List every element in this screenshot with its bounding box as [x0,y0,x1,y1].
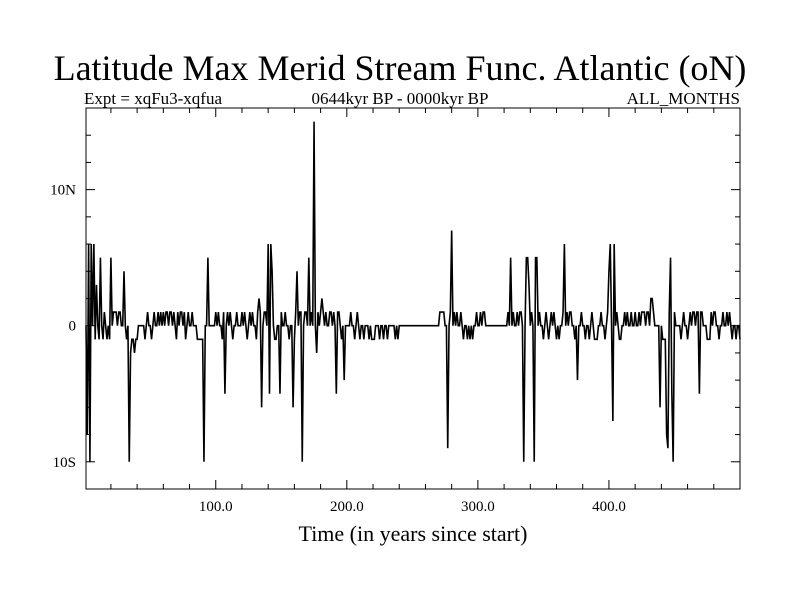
experiment-label: Expt = xqFu3-xqfua [84,89,223,108]
axis-ticks [86,107,740,490]
x-tick-label-3: 400.0 [592,499,626,515]
data-series-line [85,121,741,462]
plot-frame [85,107,741,490]
x-axis-label: Time (in years since start) [299,521,528,546]
time-range-label: 0644kyr BP - 0000kyr BP [311,89,489,108]
x-tick-label-0: 100.0 [199,499,233,515]
y-tick-label-0: 10N [50,183,76,199]
y-tick-label-1: 0 [69,319,77,335]
x-tick-label-2: 300.0 [461,499,495,515]
x-tick-label-1: 200.0 [330,499,364,515]
chart-title: Latitude Max Merid Stream Func. Atlantic… [53,48,747,88]
months-label: ALL_MONTHS [626,89,740,108]
y-tick-label-2: 10S [53,455,76,471]
axis-tick-labels: 100.0 200.0 300.0 400.0 10N 0 10S [50,183,626,515]
